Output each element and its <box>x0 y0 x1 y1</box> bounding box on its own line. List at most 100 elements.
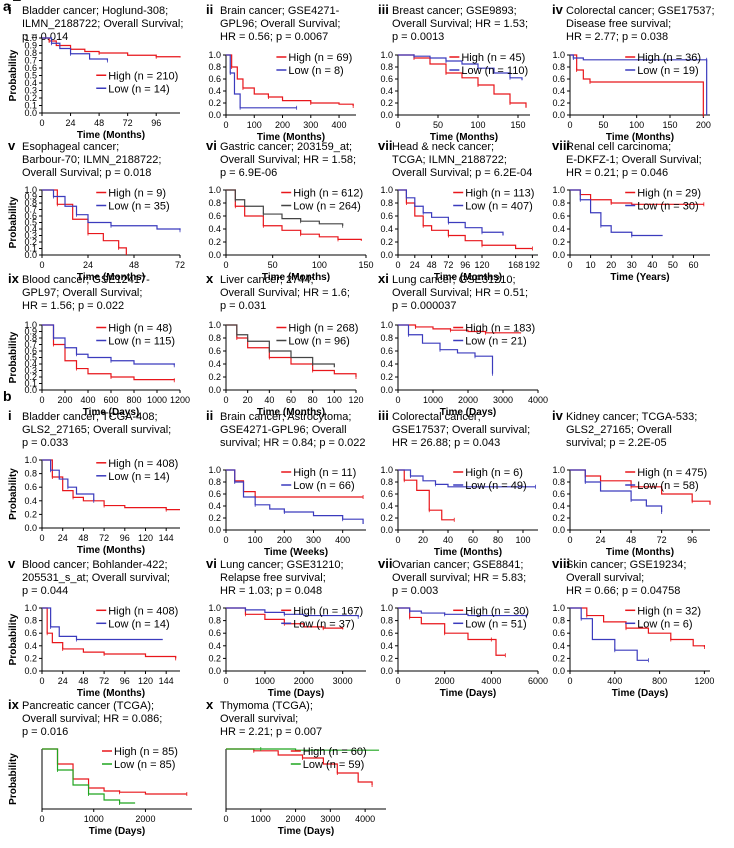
y-tick-label: 0.6 <box>208 628 221 638</box>
legend-label: Low (n = 14) <box>108 83 169 95</box>
x-tick-label: 2000 <box>458 395 478 405</box>
x-tick-label: 0 <box>223 814 228 824</box>
y-tick-label: 0.0 <box>380 385 393 395</box>
y-tick-label: 0.2 <box>24 509 37 519</box>
y-tick-label: 0.6 <box>208 74 221 84</box>
y-tick-label: 0.0 <box>380 525 393 535</box>
x-tick-label: 6000 <box>528 676 548 686</box>
x-tick-label: 300 <box>306 535 321 545</box>
chart-title-line: Pancreatic cancer (TCGA); <box>22 700 154 712</box>
x-tick-label: 0 <box>567 260 572 270</box>
y-tick-label: 0.7 <box>24 340 37 350</box>
legend-label: High (n = 167) <box>293 605 363 617</box>
y-tick-label: 0.8 <box>552 616 565 626</box>
legend-label: High (n = 183) <box>465 323 535 335</box>
x-tick-label: 60 <box>286 395 296 405</box>
x-axis-label: Time (Days) <box>268 688 325 699</box>
chart-p-value: HR = 2.77; p = 0.038 <box>566 31 668 43</box>
x-tick-label: 192 <box>525 260 540 270</box>
legend-label: Low (n = 14) <box>108 471 169 483</box>
x-tick-label: 400 <box>332 120 347 130</box>
chart-title-line: Overall survival; <box>566 572 644 584</box>
y-tick-label: 0.4 <box>24 359 37 369</box>
y-tick-label: 0.4 <box>24 78 37 88</box>
chart-p-value: p = 0.016 <box>22 726 68 738</box>
km-curve-low <box>226 469 364 524</box>
km-curve-low <box>42 748 136 804</box>
y-tick-label: 1.0 <box>380 603 393 613</box>
x-tick-label: 200 <box>275 120 290 130</box>
chart-title-line: Brain cancer; Astrocytoma; <box>220 411 351 423</box>
y-tick-label: 0.1 <box>24 244 37 254</box>
legend-label: Low (n = 37) <box>293 618 354 630</box>
y-tick-label: 1.0 <box>380 50 393 60</box>
y-tick-label: 0.8 <box>208 333 221 343</box>
km-curve-low <box>226 748 380 751</box>
y-tick-label: 0.0 <box>380 666 393 676</box>
x-tick-label: 144 <box>159 676 174 686</box>
y-tick-label: 1.0 <box>24 603 37 613</box>
chart-title-line: Esophageal cancer; <box>22 141 119 153</box>
chart-title-line: Blood cancer; Bohlander-422; <box>22 559 168 571</box>
y-tick-label: 0.4 <box>208 641 221 651</box>
x-tick-label: 60 <box>468 535 478 545</box>
x-tick-label: 80 <box>493 535 503 545</box>
y-tick-label: 1.0 <box>208 185 221 195</box>
y-tick-label: 0.8 <box>380 616 393 626</box>
panel-number: iv <box>552 408 564 423</box>
legend-label: Low (n = 21) <box>465 336 526 348</box>
x-tick-label: 400 <box>80 395 95 405</box>
y-tick-label: 0.0 <box>208 385 221 395</box>
y-tick-label: 1.0 <box>380 320 393 330</box>
x-tick-label: 1000 <box>255 676 275 686</box>
chart-title-line: Overall Survival; HR = 1.6; <box>220 287 350 299</box>
chart-p-value: p = 0.0013 <box>392 31 444 43</box>
y-tick-label: 0.2 <box>24 372 37 382</box>
x-tick-label: 4000 <box>528 395 548 405</box>
chart-title-line: Blood cancer; GSE12417- <box>22 274 150 286</box>
legend-label: High (n = 408) <box>108 605 178 617</box>
y-tick-label: 1.0 <box>552 185 565 195</box>
km-curve-high <box>398 469 455 521</box>
y-tick-label: 0.6 <box>24 63 37 73</box>
y-tick-label: 0.2 <box>208 98 221 108</box>
chart-title-line: GPL96; Overall Survival; <box>220 18 340 30</box>
y-tick-label: 0.3 <box>24 86 37 96</box>
x-axis-label: Time (Months) <box>434 547 502 558</box>
legend-label: Low (n = 19) <box>637 65 698 77</box>
y-tick-label: 0.0 <box>552 666 565 676</box>
x-tick-label: 0 <box>223 260 228 270</box>
chart-a-iv: iv Colorectal cancer; GSE17537;Disease fr… <box>552 2 715 143</box>
x-axis-label: Time (Years) <box>610 272 669 283</box>
y-tick-label: 0.0 <box>380 110 393 120</box>
panel-number: i <box>8 408 12 423</box>
chart-title-line: Thymoma (TCGA); <box>220 700 313 712</box>
chart-title-line: Breast cancer; GSE9893; <box>392 5 517 17</box>
x-axis-label: Time (Months) <box>77 688 145 699</box>
legend-label: Low (n = 85) <box>114 759 175 771</box>
y-tick-label: 0.6 <box>24 346 37 356</box>
y-tick-label: 0.4 <box>208 359 221 369</box>
km-curve-low <box>42 189 181 231</box>
chart-title-line: ILMN_2188722; Overall Survival; <box>22 18 183 30</box>
chart-title-line: GLS2_27165; Overall survival; <box>22 424 171 436</box>
chart-p-value: survival; HR = 0.84; p = 0.022 <box>220 437 366 449</box>
legend-label: Low (n = 407) <box>465 201 533 213</box>
y-tick-label: 1.0 <box>380 465 393 475</box>
x-tick-label: 30 <box>627 260 637 270</box>
y-tick-label: 1.0 <box>24 185 37 195</box>
chart-a-vi: vi Gastric cancer; 203159_at;Overall Surv… <box>206 138 374 283</box>
km-curve-high <box>42 748 187 795</box>
chart-title-line: E-DKFZ-1; Overall Survival; <box>566 154 702 166</box>
chart-p-value: Overall Survival; p = 6.2E-04 <box>392 167 532 179</box>
y-tick-label: 0.6 <box>208 346 221 356</box>
legend-label: High (n = 69) <box>288 52 352 64</box>
panel-number: ix <box>8 697 20 712</box>
y-tick-label: 0.2 <box>24 237 37 247</box>
y-tick-label: 0.2 <box>552 653 565 663</box>
km-curve-low <box>42 459 95 501</box>
x-tick-label: 96 <box>460 260 470 270</box>
chart-p-value: HR = 2.21; p = 0.007 <box>220 726 322 738</box>
y-tick-label: 0.2 <box>24 653 37 663</box>
chart-title-line: GPL97; Overall Survival; <box>22 287 142 299</box>
